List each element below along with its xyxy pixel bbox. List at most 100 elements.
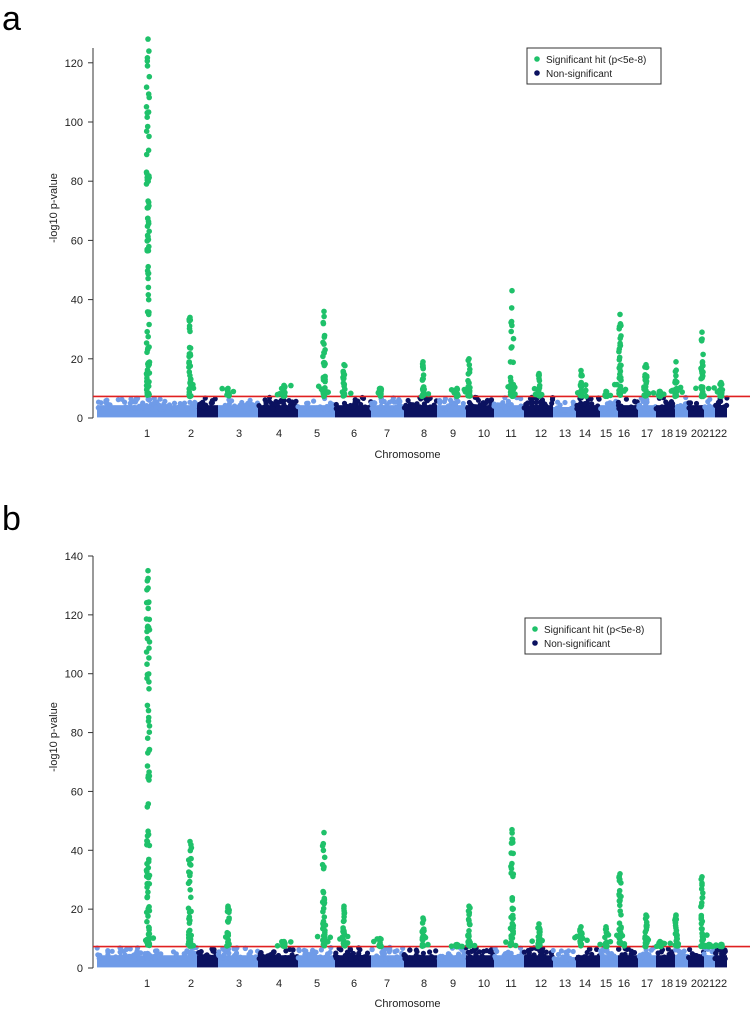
significant-point: [698, 375, 704, 382]
significant-point: [276, 390, 283, 397]
significant-point: [655, 392, 662, 399]
non-significant-point: [383, 956, 389, 962]
non-significant-point: [197, 403, 203, 409]
significant-point: [641, 392, 647, 398]
non-significant-point: [537, 948, 543, 954]
significant-point: [146, 856, 152, 863]
non-significant-point: [96, 955, 102, 961]
significant-point: [321, 854, 328, 861]
non-significant-point: [362, 404, 368, 410]
x-tick-label: 15: [600, 978, 612, 990]
significant-point: [144, 842, 150, 848]
non-significant-point: [229, 398, 235, 404]
significant-point: [577, 926, 583, 933]
significant-point: [281, 390, 288, 396]
significant-point: [150, 935, 157, 941]
y-tick-label: 40: [71, 845, 83, 857]
significant-point: [230, 388, 237, 395]
non-significant-point: [307, 954, 313, 960]
significant-point: [340, 940, 347, 947]
non-significant-point: [364, 950, 371, 956]
non-significant-point: [157, 396, 163, 402]
non-significant-point: [230, 406, 236, 412]
non-significant-point: [454, 954, 460, 960]
significant-point: [579, 393, 585, 399]
non-significant-point: [357, 955, 363, 961]
non-significant-point: [95, 399, 102, 405]
non-significant-point: [221, 405, 227, 412]
non-significant-point: [689, 951, 695, 957]
non-significant-point: [494, 948, 500, 954]
non-significant-point: [431, 403, 437, 409]
non-significant-point: [179, 405, 185, 412]
non-significant-point: [574, 406, 580, 412]
significant-point: [374, 936, 381, 942]
non-significant-point: [212, 956, 218, 962]
non-significant-point: [369, 946, 375, 953]
significant-point: [186, 391, 192, 398]
significant-point: [718, 943, 725, 950]
non-significant-point: [505, 949, 511, 955]
non-significant-point: [524, 954, 530, 960]
significant-point: [145, 296, 152, 303]
non-significant-point: [192, 399, 198, 405]
significant-point: [219, 385, 225, 392]
significant-point: [617, 340, 623, 347]
non-significant-point: [405, 397, 411, 404]
significant-point: [145, 718, 152, 724]
non-significant-point: [659, 404, 665, 410]
significant-point: [144, 110, 150, 116]
significant-point: [509, 905, 516, 912]
significant-point: [145, 178, 151, 185]
significant-point: [320, 905, 327, 912]
non-significant-point: [480, 401, 486, 407]
x-tick-label: 12: [535, 428, 547, 440]
significant-point: [145, 585, 151, 591]
significant-point: [187, 376, 194, 382]
significant-point: [146, 73, 153, 80]
significant-point: [455, 392, 461, 399]
significant-point: [186, 909, 193, 915]
significant-point: [512, 384, 518, 391]
significant-point: [145, 270, 152, 277]
significant-point: [699, 384, 706, 390]
chromosome-band: [704, 405, 715, 418]
non-significant-point: [618, 955, 624, 961]
y-tick-label: 0: [77, 413, 83, 425]
significant-point: [144, 735, 151, 741]
significant-point: [510, 850, 516, 857]
non-significant-point: [296, 947, 302, 953]
non-significant-point: [604, 401, 611, 407]
non-significant-point: [686, 954, 692, 961]
significant-point: [466, 380, 472, 387]
non-significant-point: [186, 955, 192, 962]
significant-point: [145, 292, 152, 298]
significant-point: [321, 914, 328, 920]
non-significant-point: [286, 405, 292, 412]
non-significant-point: [188, 948, 194, 954]
non-significant-point: [237, 954, 243, 960]
significant-point: [572, 934, 578, 941]
non-significant-point: [295, 404, 301, 410]
non-significant-point: [654, 406, 660, 412]
non-significant-point: [550, 947, 556, 954]
non-significant-point: [302, 952, 308, 958]
significant-point: [701, 392, 707, 399]
significant-point: [146, 686, 152, 692]
significant-point: [674, 936, 680, 942]
non-significant-points: [95, 394, 730, 418]
significant-point: [597, 941, 603, 948]
non-significant-point: [266, 398, 272, 404]
significant-point: [673, 359, 679, 365]
significant-point: [621, 388, 627, 394]
y-tick-label: 80: [71, 728, 83, 740]
non-significant-point: [687, 946, 693, 953]
non-significant-point: [421, 401, 427, 407]
significant-point: [643, 364, 650, 371]
non-significant-point: [95, 405, 101, 411]
non-significant-point: [515, 956, 521, 962]
non-significant-point: [387, 944, 393, 950]
x-tick-label: 22: [715, 978, 727, 990]
non-significant-point: [270, 406, 276, 412]
x-tick-label: 18: [661, 428, 673, 440]
